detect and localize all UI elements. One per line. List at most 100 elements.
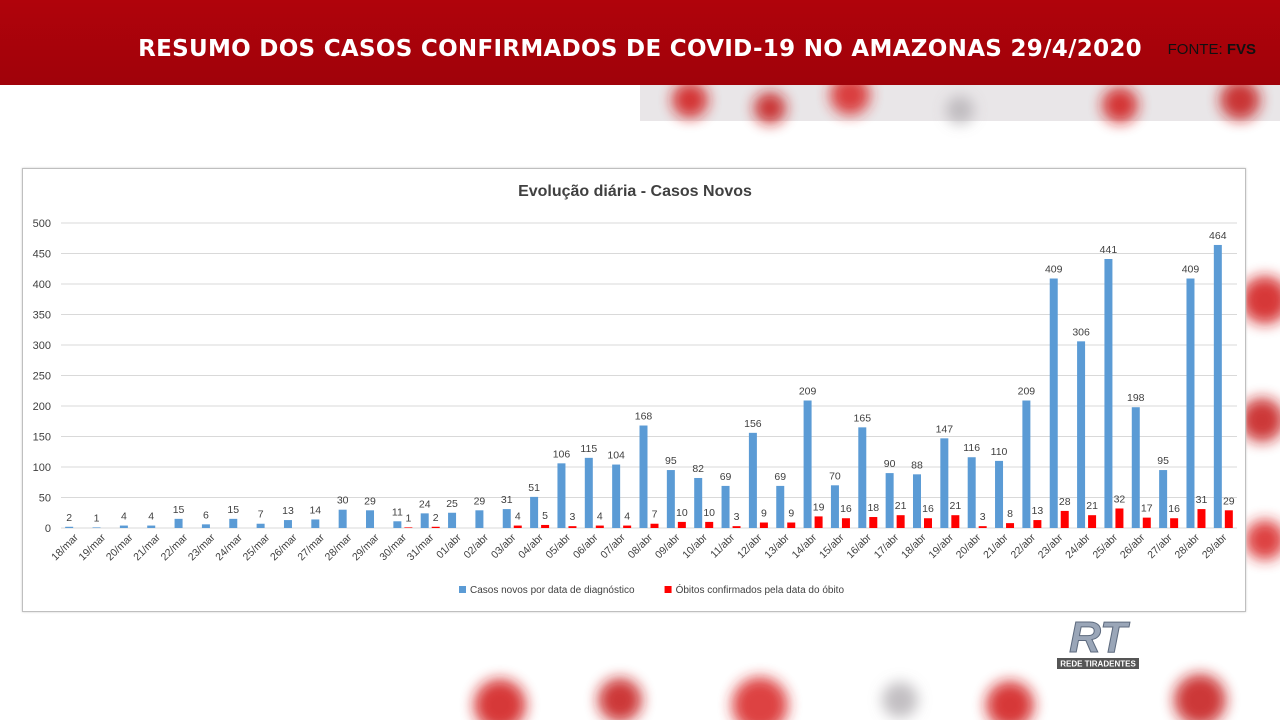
value-label: 95 — [665, 455, 677, 467]
bar — [912, 474, 921, 528]
bar — [530, 496, 539, 528]
value-label: 70 — [829, 470, 841, 482]
x-tick-label: 11/abr — [708, 531, 737, 560]
bar — [119, 525, 128, 528]
value-label: 441 — [1100, 244, 1118, 256]
value-label: 106 — [553, 448, 571, 460]
value-label: 18 — [867, 502, 879, 514]
y-tick-label: 200 — [33, 401, 51, 413]
x-tick-label: 07/abr — [598, 531, 628, 561]
value-label: 4 — [121, 511, 127, 523]
bar — [732, 526, 741, 528]
value-label: 8 — [1007, 508, 1013, 520]
value-label: 3 — [734, 511, 740, 523]
value-label: 147 — [936, 423, 954, 435]
bar — [338, 509, 347, 528]
value-label: 16 — [1168, 503, 1180, 515]
value-label: 306 — [1072, 326, 1090, 338]
bar — [393, 521, 402, 528]
x-tick-label: 06/abr — [571, 531, 601, 561]
bar — [568, 526, 577, 528]
bar — [666, 470, 675, 528]
x-tick-label: 29/abr — [1200, 531, 1230, 561]
y-tick-label: 250 — [33, 371, 51, 383]
value-label: 7 — [652, 509, 658, 521]
bar — [623, 525, 632, 528]
x-tick-label: 16/abr — [844, 531, 874, 561]
legend-label: Óbitos confirmados pela data do óbito — [676, 583, 845, 596]
value-label: 4 — [515, 511, 521, 523]
bar — [1022, 400, 1031, 528]
x-tick-label: 20/abr — [954, 531, 984, 561]
bar — [1197, 509, 1206, 528]
bar — [1104, 258, 1113, 528]
bar — [639, 425, 648, 528]
logo-name: REDE TIRADENTES — [1060, 660, 1136, 669]
x-tick-label: 24/abr — [1063, 531, 1093, 561]
value-label: 28 — [1059, 496, 1071, 508]
bar — [1159, 470, 1168, 528]
value-label: 88 — [911, 459, 923, 471]
value-label: 4 — [624, 511, 630, 523]
bar — [748, 432, 757, 528]
bar — [1006, 523, 1015, 528]
bar — [787, 522, 796, 528]
bar — [404, 527, 413, 528]
header-title: RESUMO DOS CASOS CONFIRMADOS DE COVID-19… — [138, 36, 1142, 62]
bar — [366, 510, 375, 528]
value-label: 11 — [392, 506, 403, 518]
x-tick-label: 23/mar — [186, 531, 218, 563]
bar — [420, 513, 429, 528]
bar — [1170, 518, 1179, 528]
value-label: 82 — [692, 463, 704, 475]
source: FONTE: FVS — [1168, 41, 1256, 58]
x-tick-label: 31/mar — [405, 531, 437, 563]
bar — [940, 438, 949, 528]
x-tick-label: 27/abr — [1145, 531, 1175, 561]
bar — [858, 427, 867, 528]
value-label: 2 — [433, 512, 439, 524]
bar — [830, 485, 839, 528]
bar — [557, 463, 566, 528]
value-label: 1 — [94, 512, 100, 524]
value-label: 409 — [1045, 264, 1063, 276]
value-label: 29 — [364, 495, 376, 507]
bar — [311, 519, 320, 528]
source-label: FONTE: — [1167, 41, 1223, 58]
y-tick-label: 100 — [33, 462, 51, 474]
bar — [1115, 508, 1124, 528]
x-tick-label: 05/abr — [544, 531, 574, 561]
bar — [814, 516, 823, 528]
bar — [65, 526, 74, 528]
x-tick-label: 21/abr — [981, 531, 1011, 561]
value-label: 29 — [474, 495, 486, 507]
y-tick-label: 300 — [33, 340, 51, 352]
bar — [759, 522, 768, 528]
value-label: 14 — [309, 504, 321, 516]
x-tick-label: 21/mar — [131, 531, 163, 563]
value-label: 13 — [282, 505, 294, 517]
bar — [92, 527, 101, 528]
value-label: 51 — [528, 482, 540, 494]
x-tick-label: 29/mar — [350, 531, 382, 563]
bar — [1088, 515, 1097, 528]
source-name: FVS — [1226, 41, 1256, 58]
x-tick-label: 19/abr — [926, 531, 956, 561]
value-label: 19 — [813, 501, 825, 513]
bar — [1131, 407, 1140, 528]
bar — [721, 485, 730, 528]
x-tick-label: 04/abr — [516, 531, 546, 561]
value-label: 209 — [799, 386, 817, 398]
value-label: 116 — [963, 442, 980, 454]
x-tick-label: 25/abr — [1091, 531, 1121, 561]
value-label: 10 — [676, 507, 688, 519]
x-tick-label: 26/mar — [268, 531, 300, 563]
bar — [677, 521, 686, 528]
chart: Evolução diária - Casos Novos 0501001502… — [33, 183, 1237, 596]
bar — [595, 525, 604, 528]
value-label: 16 — [840, 503, 852, 515]
x-tick-label: 18/abr — [899, 531, 929, 561]
bar — [923, 518, 932, 528]
legend-swatch — [664, 586, 672, 593]
value-label: 24 — [419, 498, 431, 510]
